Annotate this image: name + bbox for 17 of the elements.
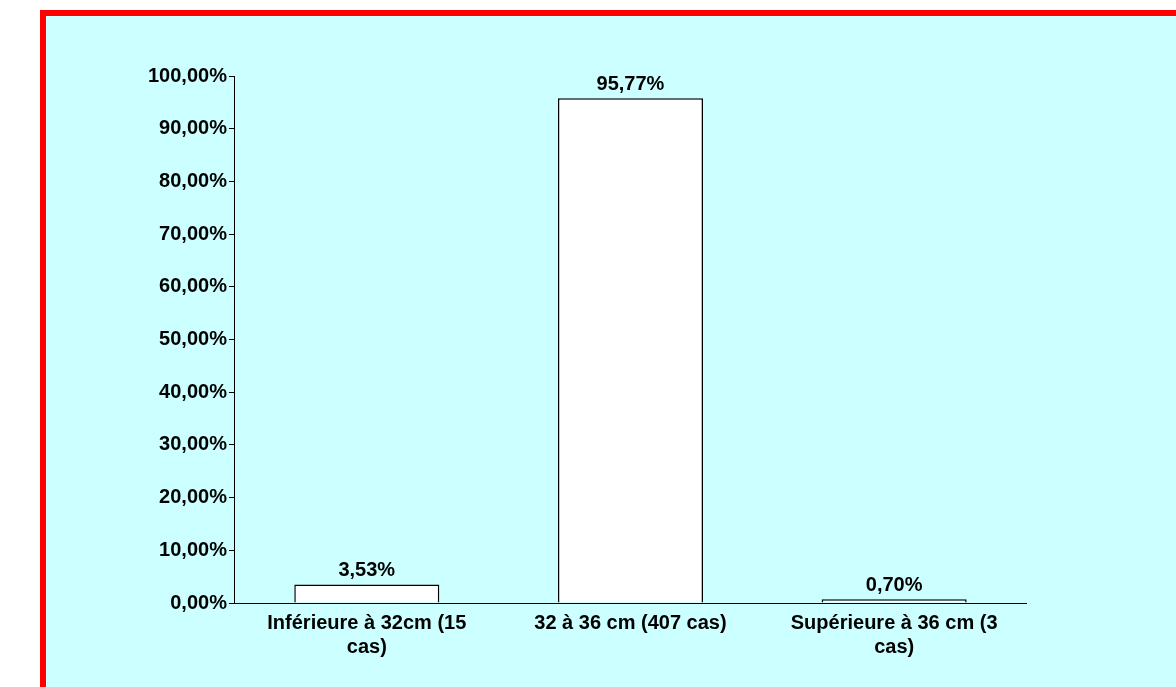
y-tick-label: 50,00% [159, 327, 228, 350]
y-tick-label: 60,00% [159, 274, 228, 297]
y-tick-label: 70,00% [159, 221, 228, 244]
y-tick-label: 20,00% [159, 485, 228, 508]
y-tick-label: 40,00% [159, 379, 228, 402]
data-label: 3,53% [338, 557, 396, 580]
y-tick-label: 10,00% [159, 537, 228, 560]
y-tick-label: 30,00% [159, 432, 228, 455]
y-tick-label: 80,00% [159, 168, 228, 191]
x-tick-label: 32 à 36 cm (407 cas) [534, 610, 727, 633]
x-tick-label: Supérieure à 36 cm (3 cas) [790, 610, 998, 657]
data-label: 95,77% [596, 71, 665, 94]
data-label: 0,70% [865, 572, 923, 595]
y-tick-label: 90,00% [159, 116, 228, 139]
y-tick-label: 100,00% [147, 63, 228, 86]
x-tick-label: Inférieure à 32cm (15 cas) [267, 610, 467, 657]
y-tick-label: 0,00% [170, 590, 228, 613]
